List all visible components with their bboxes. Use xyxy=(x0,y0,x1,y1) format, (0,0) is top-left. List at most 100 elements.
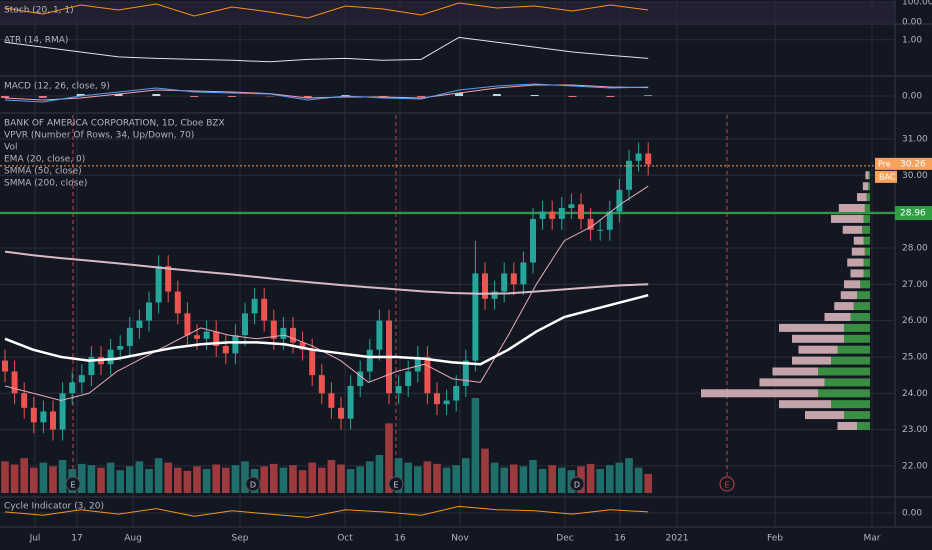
candle-body xyxy=(597,229,604,231)
volume-bar xyxy=(183,470,192,493)
candle-body xyxy=(40,411,47,423)
vpvr-down xyxy=(792,356,831,365)
y-tick-label: 24.00 xyxy=(902,389,928,399)
pane-title: MACD (12, 26, close, 9) xyxy=(4,82,110,92)
candle-body xyxy=(558,208,565,219)
vpvr-up xyxy=(844,323,870,332)
indicator-line xyxy=(4,83,649,103)
x-tick-label: Mar xyxy=(864,534,881,544)
volume-bar xyxy=(97,467,105,493)
vpvr-up xyxy=(857,291,870,300)
volume-bar xyxy=(308,462,316,493)
vpvr-up xyxy=(818,367,870,376)
level-label: 28.96 xyxy=(900,209,926,219)
volume-bar xyxy=(471,398,480,493)
volume-bar xyxy=(135,461,144,493)
candle-body xyxy=(242,313,248,336)
indicator-line xyxy=(4,2,649,19)
vpvr-down xyxy=(862,182,869,191)
vpvr-up xyxy=(844,334,870,343)
candle-body xyxy=(453,386,460,401)
vpvr-down xyxy=(798,345,838,354)
candle-body xyxy=(472,273,479,361)
y-tick-label: 0.00 xyxy=(902,18,922,28)
volume-bar xyxy=(174,467,182,493)
vpvr-down xyxy=(837,421,857,430)
vpvr-up xyxy=(857,421,870,430)
volume-bar xyxy=(164,462,172,493)
volume-bar xyxy=(481,448,489,493)
volume-bar xyxy=(193,466,201,493)
candle-body xyxy=(443,400,450,405)
x-tick-label: Dec xyxy=(556,534,573,544)
x-tick-label: 16 xyxy=(394,534,406,544)
x-tick-label: Jul xyxy=(29,534,41,544)
candle-body xyxy=(184,313,191,336)
vpvr-up xyxy=(864,204,870,213)
volume-bar xyxy=(558,467,566,493)
y-tick-label: 1.00 xyxy=(902,35,922,45)
volume-bar xyxy=(529,460,537,493)
vpvr-up xyxy=(831,356,870,365)
y-tick-label: 0.00 xyxy=(902,92,922,102)
candle-body xyxy=(136,320,143,328)
legend-entry: SMMA (50, close) xyxy=(4,167,82,177)
moving-average xyxy=(4,185,649,402)
candle-body xyxy=(194,335,200,339)
vpvr-up xyxy=(863,269,870,278)
price-tag-name: Pre xyxy=(878,159,891,168)
volume-bar xyxy=(78,463,86,493)
candle-body xyxy=(21,393,28,408)
stoch-band xyxy=(0,2,895,22)
volume-bar xyxy=(625,458,633,493)
volume-bar xyxy=(39,462,48,493)
indicator-line xyxy=(4,505,649,518)
vpvr-up xyxy=(853,302,870,311)
volume-bar xyxy=(452,465,460,493)
volume-bar xyxy=(490,462,499,493)
candle-body xyxy=(414,356,421,372)
vpvr-down xyxy=(805,411,844,420)
volume-bar xyxy=(442,467,451,493)
x-tick-label: Sep xyxy=(232,534,249,544)
volume-bar xyxy=(318,467,326,493)
level-tag xyxy=(895,206,932,221)
vpvr-down xyxy=(701,389,818,398)
vpvr-down xyxy=(840,291,857,300)
vpvr-down xyxy=(844,280,861,289)
macd-histogram xyxy=(38,96,47,98)
event-label: D xyxy=(574,481,580,490)
candle-body xyxy=(549,211,556,219)
candle-body xyxy=(155,266,162,303)
volume-bar xyxy=(404,462,412,493)
candle-body xyxy=(376,320,383,350)
vpvr-up xyxy=(868,171,870,180)
event-label: D xyxy=(250,481,256,490)
candle-body xyxy=(491,291,498,299)
macd-histogram xyxy=(455,93,464,96)
volume-bar xyxy=(510,464,518,493)
macd-histogram xyxy=(492,94,501,96)
x-tick-label: 16 xyxy=(614,534,626,544)
volume-bar xyxy=(356,466,364,493)
volume-bar xyxy=(538,468,547,493)
candle-body xyxy=(261,298,268,321)
volume-bar xyxy=(500,467,508,493)
vpvr-up xyxy=(864,247,870,256)
vpvr-down xyxy=(865,171,869,180)
candle-body xyxy=(299,342,306,350)
y-tick-label: 100.00 xyxy=(902,0,932,8)
pane-title: Stoch (20, 1, 1) xyxy=(4,6,74,16)
candle-body xyxy=(2,360,8,372)
vpvr-down xyxy=(834,302,854,311)
event-label: E xyxy=(724,481,729,490)
candle-body xyxy=(69,382,76,394)
vpvr-down xyxy=(847,258,864,267)
candle-body xyxy=(88,356,95,376)
candle-body xyxy=(107,349,114,365)
volume-bar xyxy=(202,468,211,493)
candle-body xyxy=(626,160,632,190)
volume-bar xyxy=(366,461,374,493)
volume-bar xyxy=(212,464,220,493)
vpvr-up xyxy=(860,280,870,289)
